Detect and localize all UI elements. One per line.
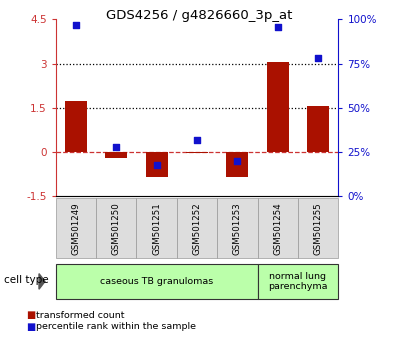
Point bbox=[275, 24, 281, 29]
Text: percentile rank within the sample: percentile rank within the sample bbox=[36, 322, 196, 331]
Text: GDS4256 / g4826660_3p_at: GDS4256 / g4826660_3p_at bbox=[106, 9, 292, 22]
Text: transformed count: transformed count bbox=[36, 310, 124, 320]
Text: GSM501249: GSM501249 bbox=[71, 202, 80, 255]
Text: normal lung
parenchyma: normal lung parenchyma bbox=[268, 272, 328, 291]
Bar bbox=[307, 107, 329, 152]
Text: GSM501250: GSM501250 bbox=[112, 202, 121, 255]
Point bbox=[73, 22, 79, 28]
Text: ■: ■ bbox=[26, 322, 35, 332]
Point bbox=[315, 56, 321, 61]
Bar bbox=[105, 152, 127, 158]
Text: caseous TB granulomas: caseous TB granulomas bbox=[100, 277, 213, 286]
Bar bbox=[226, 152, 248, 177]
Bar bbox=[146, 152, 168, 177]
Polygon shape bbox=[39, 274, 45, 289]
Bar bbox=[65, 101, 87, 152]
Point bbox=[234, 158, 240, 164]
Text: GSM501255: GSM501255 bbox=[314, 202, 323, 255]
Text: GSM501252: GSM501252 bbox=[193, 202, 201, 255]
Text: ■: ■ bbox=[26, 310, 35, 320]
Text: GSM501254: GSM501254 bbox=[273, 202, 282, 255]
Point bbox=[154, 162, 160, 167]
Point bbox=[194, 137, 200, 143]
Text: cell type: cell type bbox=[4, 275, 49, 285]
Text: GSM501253: GSM501253 bbox=[233, 202, 242, 255]
Bar bbox=[186, 152, 208, 153]
Point bbox=[113, 144, 119, 150]
Bar bbox=[267, 62, 289, 152]
Text: GSM501251: GSM501251 bbox=[152, 202, 161, 255]
